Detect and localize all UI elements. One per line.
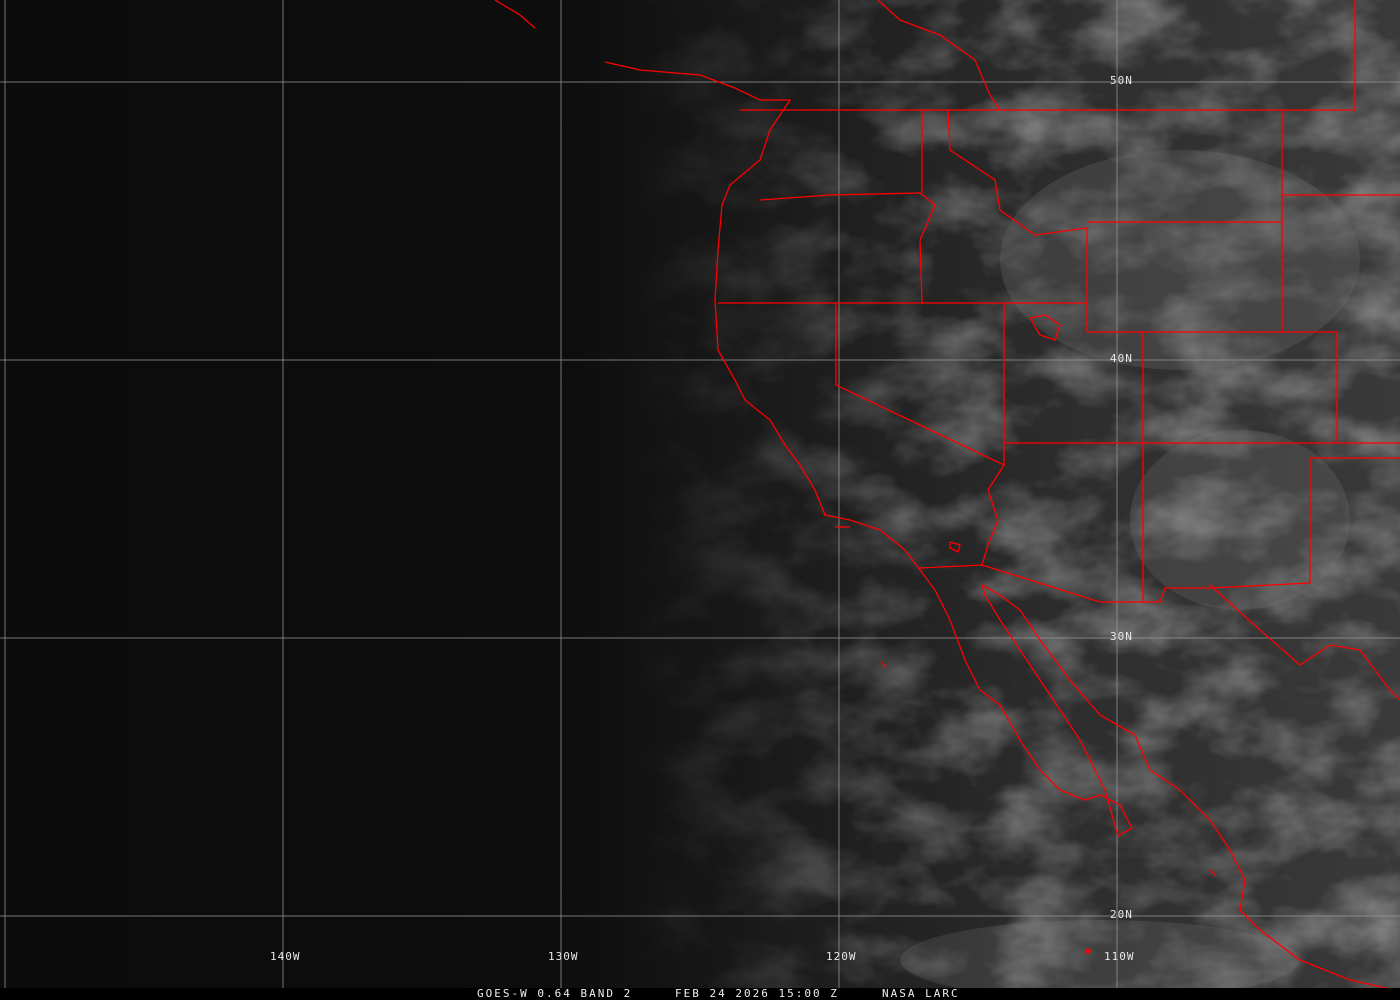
caption-source: NASA LARC <box>882 987 960 1000</box>
great-salt-lake <box>1029 314 1061 341</box>
coastline-gulf-of-mexico <box>1209 584 1400 701</box>
coastline-bc <box>877 0 1001 111</box>
lat-label-30n: 30N <box>1110 630 1133 643</box>
lon-label-110w: 110W <box>1104 950 1135 963</box>
lat-label-50n: 50N <box>1110 74 1133 87</box>
guadalupe-island <box>881 661 887 669</box>
coastline-west <box>604 61 1396 991</box>
state-border-ut-co <box>1087 331 1338 443</box>
cloud-mass-north <box>1000 150 1360 370</box>
caption-product: GOES-W 0.64 BAND 2 <box>477 987 633 1000</box>
salton-sea <box>949 541 961 553</box>
socorro-island <box>1085 948 1091 954</box>
us-canada-border <box>740 0 1356 111</box>
us-mexico-border <box>919 457 1400 603</box>
political-boundaries <box>494 0 1400 991</box>
lon-label-120w: 120W <box>826 950 857 963</box>
cloud-band <box>900 920 1300 1000</box>
lat-label-40n: 40N <box>1110 352 1133 365</box>
lon-label-140w: 140W <box>270 950 301 963</box>
lat-label-20n: 20N <box>1110 908 1133 921</box>
state-border-ca-nv <box>835 303 1005 566</box>
lon-label-130w: 130W <box>548 950 579 963</box>
state-border-wa-or <box>759 192 936 304</box>
state-border-id-mt <box>947 109 1088 332</box>
caption-time: FEB 24 2026 15:00 Z <box>675 987 839 1000</box>
tres-marias-islands <box>1209 869 1217 877</box>
caption-bar: GOES-W 0.64 BAND 2 FEB 24 2026 15:00 Z N… <box>0 988 1400 1000</box>
coastline-vancouver-island <box>494 0 536 29</box>
cloud-mass-south <box>1130 430 1350 610</box>
